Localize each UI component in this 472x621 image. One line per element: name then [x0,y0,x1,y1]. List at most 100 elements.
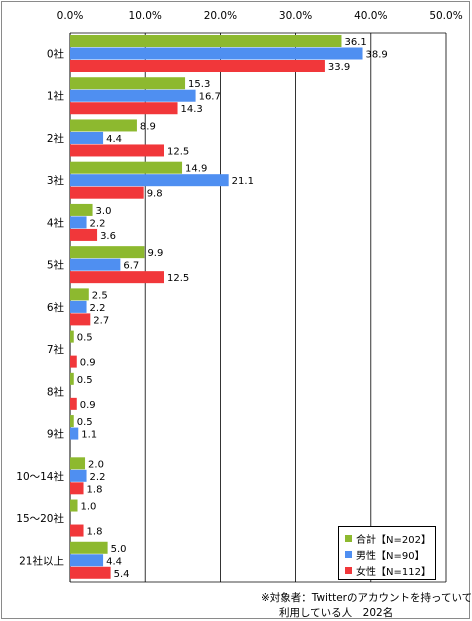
bar [70,102,178,115]
bar [70,258,121,271]
data-label: 0.5 [77,333,93,344]
bar [70,415,74,428]
category-label: 21社以上 [19,554,64,567]
category-label: 15～20社 [16,512,64,525]
bar [70,372,74,385]
bar [70,47,363,60]
bar [70,524,84,537]
category-label: 4社 [47,216,65,229]
legend-label: 女性【N=112】 [356,566,431,578]
bar [70,330,74,343]
category-label: 6社 [47,301,65,314]
legend-item: 男性【N=90】 [345,546,435,562]
category-label: 0社 [47,48,65,61]
data-label: 14.9 [185,164,207,175]
data-label: 5.0 [111,544,127,555]
data-label: 9.9 [147,248,163,259]
category-label: 9社 [47,428,65,441]
bar [70,119,137,132]
bar [70,186,144,199]
data-label: 15.3 [188,79,210,90]
data-label: 3.6 [100,231,116,242]
category-label: 2社 [47,132,65,145]
category-label: 3社 [47,174,65,187]
data-label: 1.1 [81,430,97,441]
bar [70,203,93,216]
bar [70,174,229,187]
legend-swatch [345,550,352,558]
data-label: 21.1 [232,176,254,187]
data-label: 2.0 [88,459,104,470]
bar [70,288,89,301]
data-label: 1.0 [81,502,97,513]
bar [70,35,342,47]
data-label: 16.7 [199,92,221,103]
data-label: 1.8 [87,527,103,538]
bar [70,77,186,90]
bar [70,566,111,579]
bar [70,541,108,554]
x-tick-label: 40.0% [354,10,387,22]
legend-label: 男性【N=90】 [356,550,425,562]
category-label: 8社 [47,385,65,398]
x-tick-label: 50.0% [429,10,462,22]
bar [70,228,98,241]
category-label: 10～14社 [16,470,64,483]
bar [70,216,87,229]
data-label: 4.4 [106,134,122,145]
footnote-line-2: 利用している人 202名 [279,607,394,619]
data-label: 12.5 [167,273,189,284]
legend-label: 合計【N=202】 [356,534,431,546]
bar [70,499,78,512]
bar [70,397,77,410]
legend-swatch [345,566,352,574]
category-label: 7社 [47,343,65,356]
bar [70,427,79,440]
data-label: 4.4 [106,556,122,567]
data-label: 38.9 [366,50,388,61]
data-label: 33.9 [328,62,350,73]
data-label: 8.9 [140,121,156,132]
data-label: 0.9 [80,358,96,369]
legend-item: 合計【N=202】 [345,530,435,546]
x-tick-label: 0.0% [57,10,84,22]
bar [70,144,164,157]
x-tick-label: 30.0% [279,10,312,22]
bar [70,469,87,482]
x-tick-label: 20.0% [204,10,237,22]
category-label: 1社 [47,90,65,103]
data-label: 2.2 [90,472,106,483]
bar [70,161,183,174]
legend-swatch [345,534,352,542]
bar [70,355,77,368]
bar [70,271,164,284]
bar [70,554,104,567]
data-label: 3.0 [96,206,112,217]
footnote-line-1: ※対象者：Twitterのアカウントを持っていて、 [261,592,472,604]
bar [70,457,86,470]
bar [70,482,84,495]
data-label: 6.7 [123,261,139,272]
data-label: 0.9 [80,400,96,411]
data-label: 2.2 [90,303,106,314]
bar [70,89,196,102]
data-label: 12.5 [167,146,189,157]
data-label: 36.1 [344,37,366,48]
data-label: 5.4 [114,569,130,580]
bar [70,313,91,326]
data-label: 2.5 [92,290,108,301]
data-label: 9.8 [147,189,163,200]
bar [70,246,145,259]
data-label: 0.5 [77,375,93,386]
legend-item: 女性【N=112】 [345,562,435,578]
data-label: 1.8 [87,484,103,495]
bar [70,60,325,72]
data-label: 2.2 [90,218,106,229]
data-label: 2.7 [93,315,109,326]
x-tick-label: 10.0% [129,10,162,22]
bar [70,131,104,144]
legend: 合計【N=202】 男性【N=90】 女性【N=112】 [338,526,436,580]
category-label: 5社 [47,259,65,272]
